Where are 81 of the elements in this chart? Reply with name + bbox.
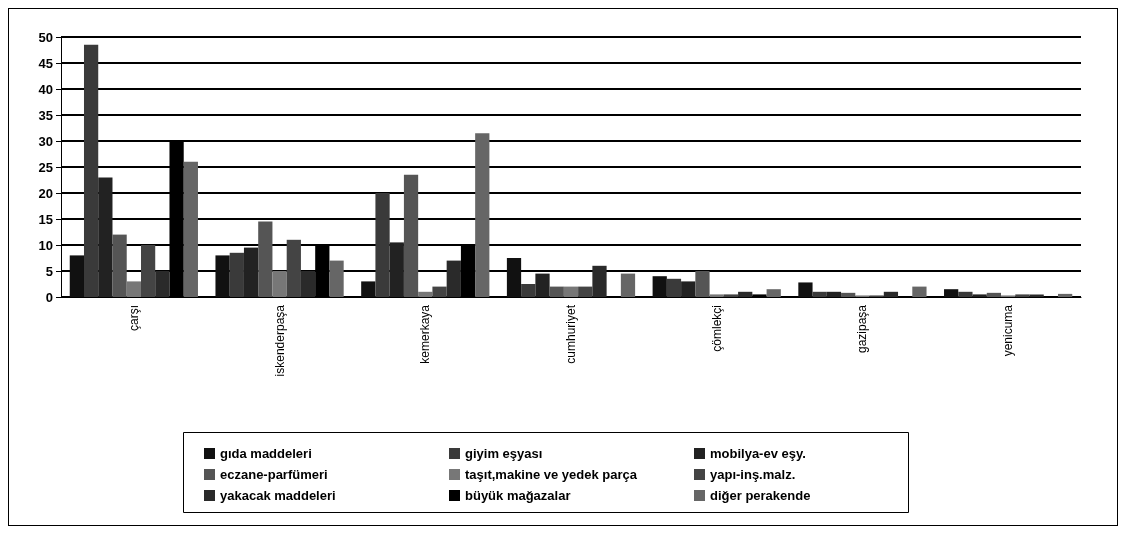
bar — [912, 286, 927, 297]
bar — [652, 276, 667, 297]
bar — [549, 286, 564, 297]
x-tick-label: çömlekçi — [709, 305, 724, 352]
bar — [944, 289, 959, 297]
y-tick-label: 25 — [38, 159, 53, 175]
bar — [666, 278, 682, 297]
y-tick-label: 5 — [45, 263, 53, 279]
x-tick-label: çarşı — [126, 305, 141, 332]
bar — [841, 292, 856, 297]
y-tick-label: 50 — [38, 29, 53, 45]
bar — [826, 291, 842, 297]
bar — [389, 242, 404, 297]
bar — [986, 292, 1002, 297]
legend-label: yapı-inş.malz. — [710, 467, 796, 482]
bar — [1029, 294, 1044, 297]
bar — [69, 255, 84, 297]
bar — [403, 174, 419, 297]
bar — [958, 291, 973, 297]
legend-label: giyim eşyası — [465, 446, 543, 461]
y-tick-label: 30 — [38, 133, 53, 149]
bar — [258, 221, 273, 297]
legend-label: diğer perakende — [710, 488, 811, 503]
bar — [98, 177, 113, 297]
bar — [812, 291, 827, 297]
bar — [1015, 294, 1030, 297]
legend-label: yakacak maddeleri — [220, 488, 336, 503]
bar — [592, 265, 607, 297]
legend-label: gıda maddeleri — [220, 446, 312, 461]
bar — [798, 282, 813, 297]
bar — [535, 273, 550, 297]
bar — [112, 234, 127, 297]
bar — [723, 294, 739, 297]
bar — [563, 286, 579, 297]
bar — [766, 289, 781, 297]
bar — [521, 284, 536, 297]
bar — [83, 44, 99, 297]
bar — [375, 193, 390, 297]
bar — [578, 286, 593, 297]
legend-label: büyük mağazalar — [465, 488, 571, 503]
legend-label: taşıt,makine ve yedek parça — [465, 467, 638, 482]
x-tick-label: kemerkaya — [418, 304, 433, 364]
x-tick-label: iskenderpaşa — [272, 304, 287, 377]
x-tick-label: gazipaşa — [855, 304, 870, 354]
bar — [475, 133, 490, 297]
bar — [506, 258, 522, 297]
y-tick-label: 45 — [38, 55, 53, 71]
bar — [361, 281, 376, 297]
y-tick-label: 10 — [38, 237, 53, 253]
bar — [229, 252, 244, 297]
legend-label: mobilya-ev eşy. — [710, 446, 806, 461]
bar — [126, 281, 141, 297]
bar — [620, 273, 636, 297]
bar — [272, 271, 287, 297]
bar — [418, 291, 433, 297]
bar — [215, 255, 230, 297]
bar — [300, 271, 316, 297]
y-tick-label: 40 — [38, 81, 53, 97]
bar — [752, 294, 767, 297]
y-tick-label: 15 — [38, 211, 53, 227]
bar — [183, 161, 198, 297]
bar — [243, 247, 259, 297]
bar — [329, 260, 344, 297]
x-tick-label: yenicuma — [1001, 304, 1016, 357]
bar — [883, 291, 899, 297]
bar — [286, 239, 301, 297]
bar — [972, 294, 987, 297]
y-tick-label: 35 — [38, 107, 53, 123]
bar — [709, 294, 724, 297]
bar — [446, 260, 461, 297]
legend-label: eczane-parfümeri — [220, 467, 328, 482]
x-tick-label: cumhuriyet — [564, 304, 578, 364]
y-tick-label: 0 — [45, 289, 53, 305]
bar — [432, 286, 447, 297]
bar — [140, 245, 156, 297]
bar — [681, 281, 696, 297]
y-tick-label: 20 — [38, 185, 53, 201]
bar — [738, 291, 753, 297]
bar — [695, 271, 710, 297]
bar — [155, 271, 170, 297]
bar — [1058, 293, 1073, 297]
